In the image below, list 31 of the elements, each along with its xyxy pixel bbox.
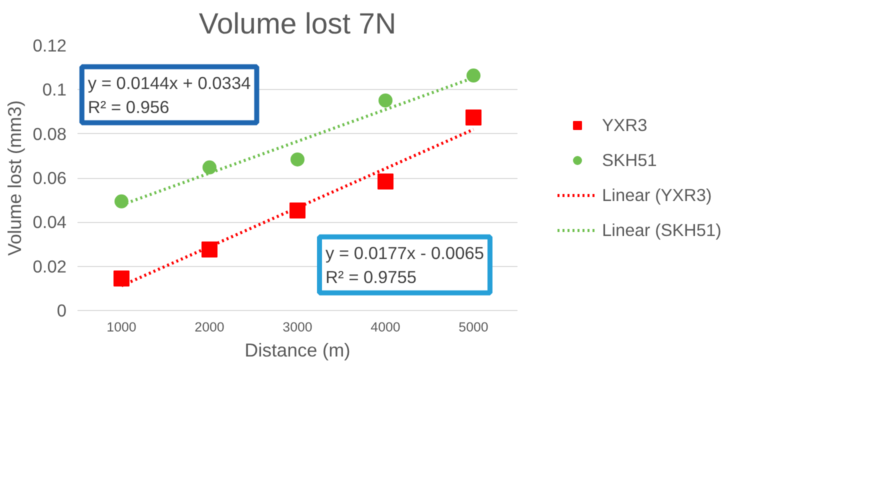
legend-label: SKH51: [602, 150, 657, 170]
y-axis-title: Volume lost (mm3): [4, 100, 25, 256]
point: [290, 202, 306, 218]
y-tick-label: 0.04: [32, 212, 67, 232]
point: [378, 94, 392, 108]
point: [466, 109, 482, 126]
y-tick-label: 0.02: [32, 256, 67, 276]
y-tick-label: 0.1: [42, 80, 67, 100]
point: [202, 242, 218, 258]
legend-label: Linear (YXR3): [602, 184, 712, 206]
x-tick-label: 4000: [370, 320, 400, 334]
point: [466, 68, 480, 83]
x-tick-label: 2000: [194, 320, 224, 334]
annotation: y = 0.0177x - 0.0065 R² = 0.9755: [326, 242, 484, 287]
point: [378, 174, 394, 190]
point: [290, 152, 304, 166]
annotation: y = 0.0144x + 0.0334 R² = 0.956: [88, 72, 252, 117]
point: [202, 160, 216, 174]
point: [114, 270, 130, 286]
x-tick-label: 3000: [282, 320, 312, 334]
point: [114, 194, 128, 208]
chart-title: Volume lost 7N: [198, 8, 396, 40]
legend-label: YXR3: [602, 114, 648, 136]
legend-label: Linear (SKH51): [602, 220, 722, 240]
y-tick-label: 0: [56, 300, 67, 320]
x-axis-title: Distance (m): [244, 340, 350, 360]
y-tick-label: 0.06: [32, 168, 67, 188]
y-tick-label: 0.12: [32, 36, 67, 56]
x-tick-label: 5000: [458, 320, 488, 334]
y-tick-label: 0.08: [32, 124, 67, 144]
x-tick-label: 1000: [106, 320, 136, 334]
